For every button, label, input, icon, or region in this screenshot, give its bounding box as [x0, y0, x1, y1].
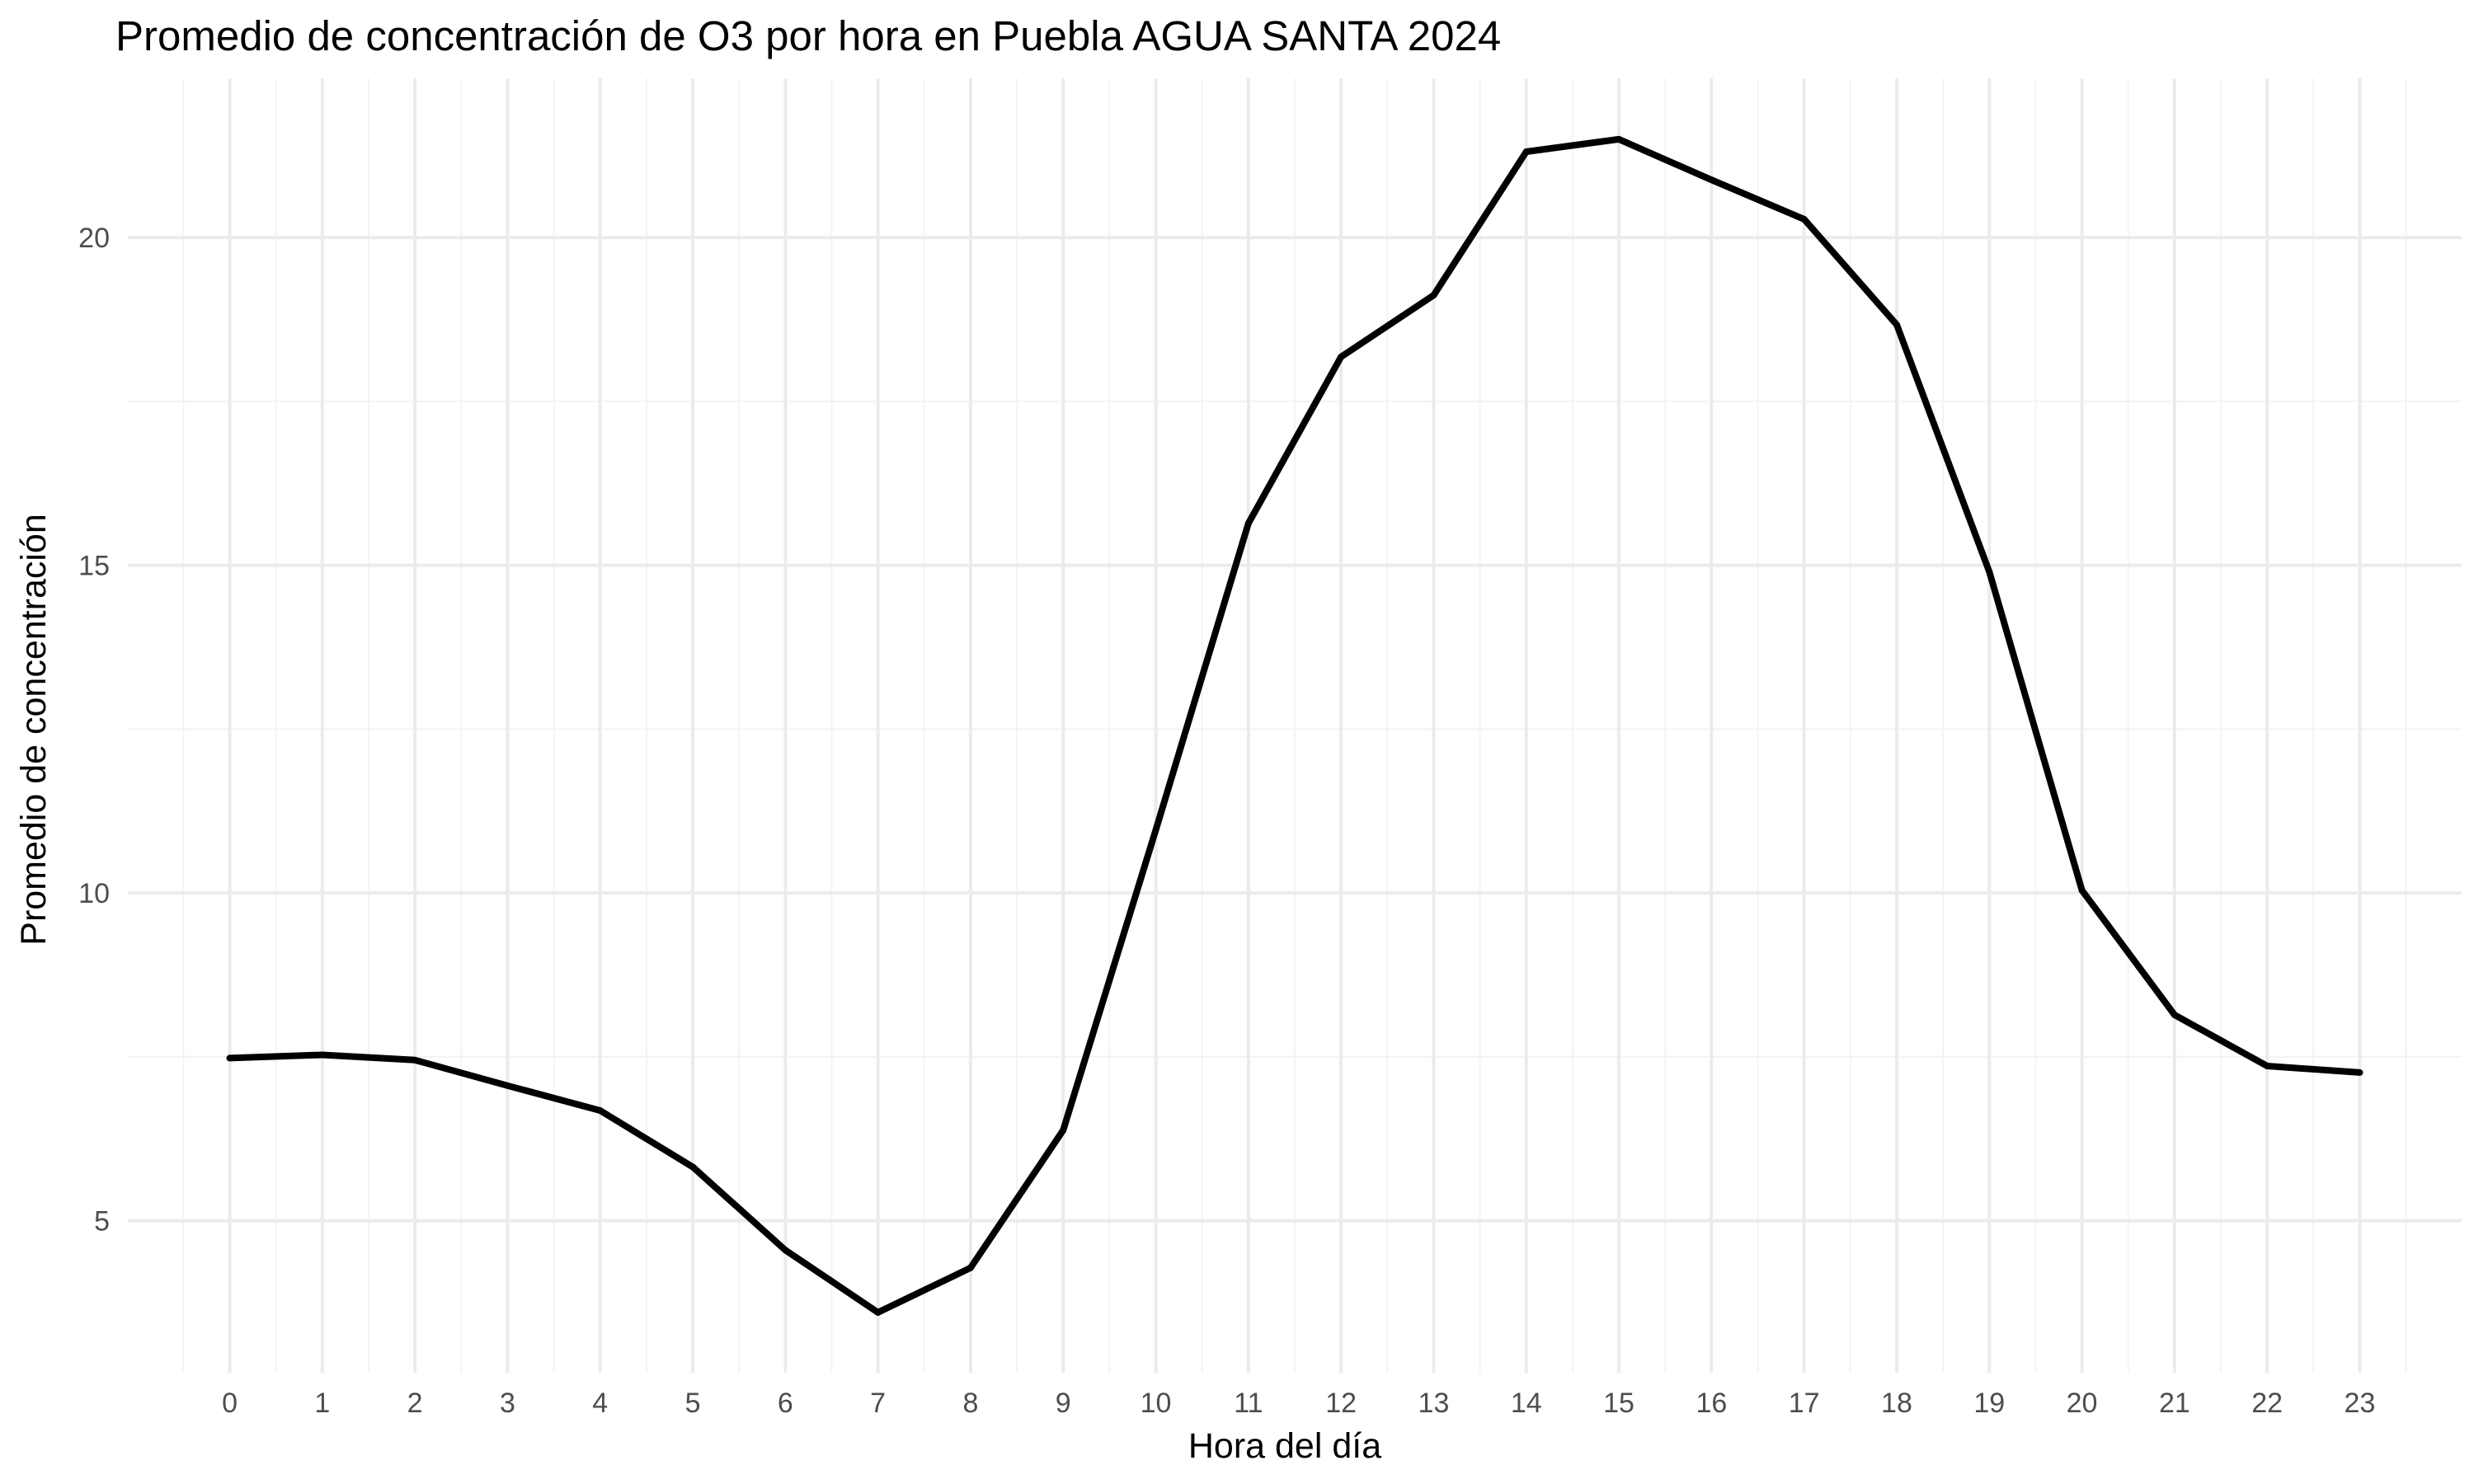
x-axis-tick-labels: 0 1 2 3 4 5 6 7 8 9 10 11 12 13 14 15 16 17 18 19 20 21 22 23: [222, 1388, 2375, 1419]
x-tick-label: 18: [1881, 1388, 1912, 1419]
data-point: [226, 1054, 233, 1062]
data-point: [2356, 1068, 2363, 1076]
data-point: [1060, 1126, 1067, 1134]
x-tick-label: 2: [407, 1388, 423, 1419]
x-tick-label: 22: [2251, 1388, 2283, 1419]
x-axis-title: Hora del día: [1188, 1426, 1381, 1466]
data-point: [1244, 519, 1252, 527]
y-axis-tick-labels: 5 10 15 20: [78, 223, 110, 1237]
chart-title: Promedio de concentración de O3 por hora…: [115, 12, 1502, 59]
x-tick-label: 13: [1418, 1388, 1450, 1419]
data-point: [1152, 826, 1159, 834]
data-point: [1522, 148, 1530, 156]
x-tick-label: 1: [314, 1388, 330, 1419]
y-axis-title: Promedio de concentración: [14, 514, 54, 945]
x-tick-label: 10: [1141, 1388, 1172, 1419]
y-tick-label: 20: [78, 223, 110, 254]
x-tick-label: 11: [1234, 1388, 1263, 1419]
major-gridlines: [128, 78, 2462, 1373]
x-tick-label: 9: [1056, 1388, 1071, 1419]
y-tick-label: 15: [78, 551, 110, 582]
data-point: [1338, 353, 1345, 360]
data-point: [1430, 292, 1437, 299]
data-point: [1986, 568, 1993, 575]
minor-gridlines: [128, 78, 2462, 1373]
data-point: [967, 1264, 974, 1271]
series-line: [229, 135, 2360, 1316]
x-tick-label: 12: [1325, 1388, 1357, 1419]
x-tick-label: 0: [222, 1388, 238, 1419]
x-tick-label: 5: [685, 1388, 701, 1419]
series-layer: [226, 135, 2363, 1316]
x-tick-label: 7: [870, 1388, 886, 1419]
y-tick-label: 5: [94, 1206, 110, 1237]
data-point: [1800, 215, 1808, 223]
x-tick-label: 17: [1789, 1388, 1820, 1419]
x-tick-label: 8: [962, 1388, 978, 1419]
data-point: [504, 1082, 511, 1089]
data-point: [874, 1308, 882, 1316]
x-tick-label: 19: [1973, 1388, 2005, 1419]
x-tick-label: 6: [778, 1388, 793, 1419]
data-point: [318, 1051, 326, 1059]
x-tick-label: 3: [500, 1388, 515, 1419]
data-point: [2171, 1011, 2178, 1018]
data-point: [1893, 321, 1900, 328]
x-tick-label: 21: [2159, 1388, 2190, 1419]
x-tick-label: 4: [592, 1388, 608, 1419]
data-point: [782, 1247, 789, 1254]
x-tick-label: 14: [1511, 1388, 1542, 1419]
data-point: [689, 1163, 697, 1171]
data-point: [2264, 1062, 2271, 1069]
data-point: [2078, 886, 2086, 894]
data-point: [412, 1056, 419, 1064]
x-tick-label: 16: [1696, 1388, 1727, 1419]
y-tick-label: 10: [78, 878, 110, 909]
x-tick-label: 23: [2345, 1388, 2376, 1419]
data-point: [1708, 176, 1715, 184]
x-tick-label: 15: [1603, 1388, 1634, 1419]
x-tick-label: 20: [2067, 1388, 2098, 1419]
data-point: [596, 1107, 604, 1115]
data-point: [1616, 135, 1623, 143]
